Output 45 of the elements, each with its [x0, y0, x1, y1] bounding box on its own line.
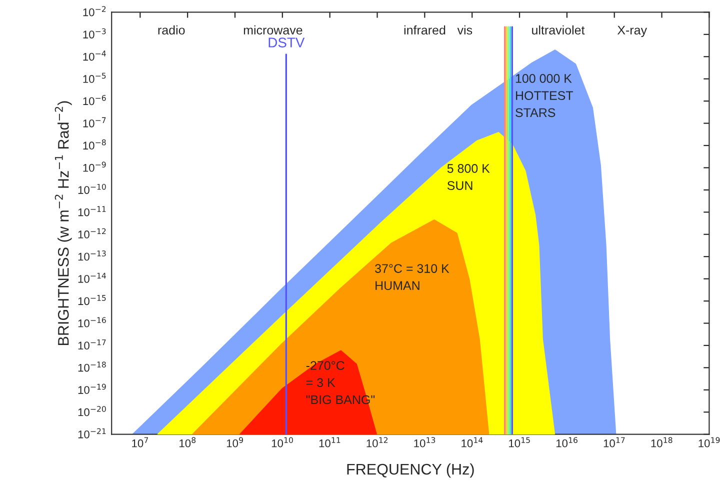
- y-tick-label: 10$^{−15}$: [78, 295, 106, 306]
- x-tick-label: 10$^{14}$: [462, 437, 483, 448]
- y-tick-label: 10$^{−9}$: [83, 162, 106, 172]
- y-tick-label: 10$^{−6}$: [83, 94, 106, 106]
- y-tick-label: 10$^{−4}$: [83, 50, 106, 61]
- x-tick-label: 10$^{11}$: [319, 437, 340, 448]
- y-tick-label: 10$^{−2}$: [83, 6, 106, 16]
- y-tick-label: 10$^{−3}$: [83, 28, 106, 38]
- annotation: microwave: [244, 25, 302, 35]
- annotation: ultraviolet: [532, 25, 585, 35]
- y-tick-label: 10$^{−8}$: [83, 139, 106, 150]
- y-tick-label: 10$^{−20}$: [78, 406, 106, 416]
- x-tick-label: 10$^{7}$: [132, 437, 148, 448]
- y-tick-label: 10$^{−17}$: [78, 339, 106, 350]
- y-tick-label: 10$^{−16}$: [78, 317, 106, 328]
- y-tick-label: 10$^{−12}$: [78, 228, 106, 238]
- y-tick-label: 10$^{−7}$: [83, 117, 106, 128]
- annotation: vis: [457, 25, 472, 35]
- x-tick-label: 10$^{10}$: [272, 437, 293, 448]
- y-axis-title: BRIGHTNESS (w m$^{−2}$ Hz$^{−1}$ Rad$^{−2}$): [54, 101, 72, 345]
- x-tick-label: 10$^{13}$: [414, 437, 436, 448]
- y-tick-label: 10$^{−11}$: [78, 206, 106, 216]
- annotation: radio: [158, 25, 185, 35]
- y-tick-label: 10$^{−19}$: [78, 384, 106, 394]
- ref-line-label: DSTV: [268, 38, 305, 48]
- x-tick-label: 10$^{12}$: [366, 437, 388, 448]
- x-axis-title: FREQUENCY (Hz): [347, 463, 474, 478]
- x-tick-label: 10$^{18}$: [651, 437, 672, 448]
- annotation: 37°C = 310 K HUMAN: [375, 264, 450, 290]
- annotation: 5 800 K SUN: [447, 164, 490, 190]
- y-tick-label: 10$^{−5}$: [83, 72, 106, 83]
- y-tick-label: 10$^{−13}$: [78, 250, 106, 261]
- x-tick-label: 10$^{15}$: [509, 437, 530, 448]
- x-tick-label: 10$^{19}$: [698, 437, 720, 448]
- y-tick-label: 10$^{−18}$: [78, 362, 106, 372]
- annotation: 100 000 K HOTTEST STARS: [516, 74, 574, 118]
- x-tick-label: 10$^{9}$: [226, 437, 243, 448]
- annotation: X-ray: [617, 26, 648, 38]
- x-tick-label: 10$^{16}$: [556, 437, 578, 448]
- x-tick-label: 10$^{17}$: [604, 437, 625, 448]
- annotation: infrared: [404, 25, 446, 35]
- y-tick-label: 10$^{−14}$: [78, 272, 106, 283]
- y-tick-label: 10$^{−10}$: [78, 184, 106, 194]
- y-tick-label: 10$^{−21}$: [78, 428, 106, 438]
- x-tick-label: 10$^{8}$: [180, 437, 196, 448]
